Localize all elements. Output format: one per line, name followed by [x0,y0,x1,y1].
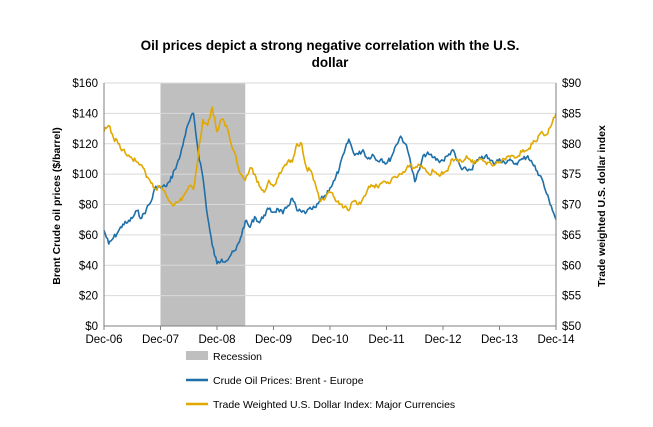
y2-tick-label: $65 [562,230,581,242]
x-tick-label: Dec-14 [537,334,575,346]
x-tick-label: Dec-08 [198,334,235,346]
y2-tick-label: $80 [562,139,581,151]
y2-tick-label: $70 [562,200,581,212]
y2-tick-label: $60 [562,260,581,272]
y-tick-label: $160 [72,78,98,90]
legend: Recession Crude Oil Prices: Brent - Europ… [186,351,455,411]
y-tick-label: $40 [79,260,98,272]
gridlines [104,82,556,297]
tick-labels: $0 $50 $20 $55 $40 $60 $60 $65 $80 $70 $100 $75 $120… [72,78,581,346]
y-tick-label: $60 [79,230,98,242]
legend-label: Trade Weighted U.S. Dollar Index: Major … [213,399,455,411]
series-layer [103,106,557,265]
x-tick-label: Dec-13 [481,334,518,346]
y-axis-title: Brent Crude oil prices ($/barrel) [51,127,63,285]
legend-label: Crude Oil Prices: Brent - Europe [213,375,364,387]
x-tick-label: Dec-11 [368,334,404,346]
legend-label: Recession [213,351,262,363]
chart-title-line-1: Oil prices depict a strong negative corr… [141,38,520,53]
y2-tick-label: $50 [562,321,581,333]
y-tick-label: $100 [72,169,98,181]
y-tick-label: $80 [79,200,98,212]
legend-swatch-recession [186,351,208,360]
y-tick-label: $140 [72,108,98,120]
x-tick-label: Dec-09 [255,334,292,346]
y2-tick-label: $90 [562,78,581,90]
y-tick-label: $20 [79,291,98,303]
y-tick-label: $0 [85,321,98,333]
y2-axis-title: Trade weighted U.S. dollar index [596,125,608,287]
y2-tick-label: $85 [562,108,581,120]
x-tick-label: Dec-12 [424,334,461,346]
chart-title-line-2: dollar [312,55,350,70]
x-tick-label: Dec-07 [142,334,179,346]
y2-tick-label: $55 [562,291,581,303]
y-tick-label: $120 [72,139,98,151]
y2-tick-label: $75 [562,169,581,181]
series-line [103,106,557,212]
x-tick-label: Dec-10 [311,334,348,346]
x-tick-label: Dec-06 [85,334,122,346]
